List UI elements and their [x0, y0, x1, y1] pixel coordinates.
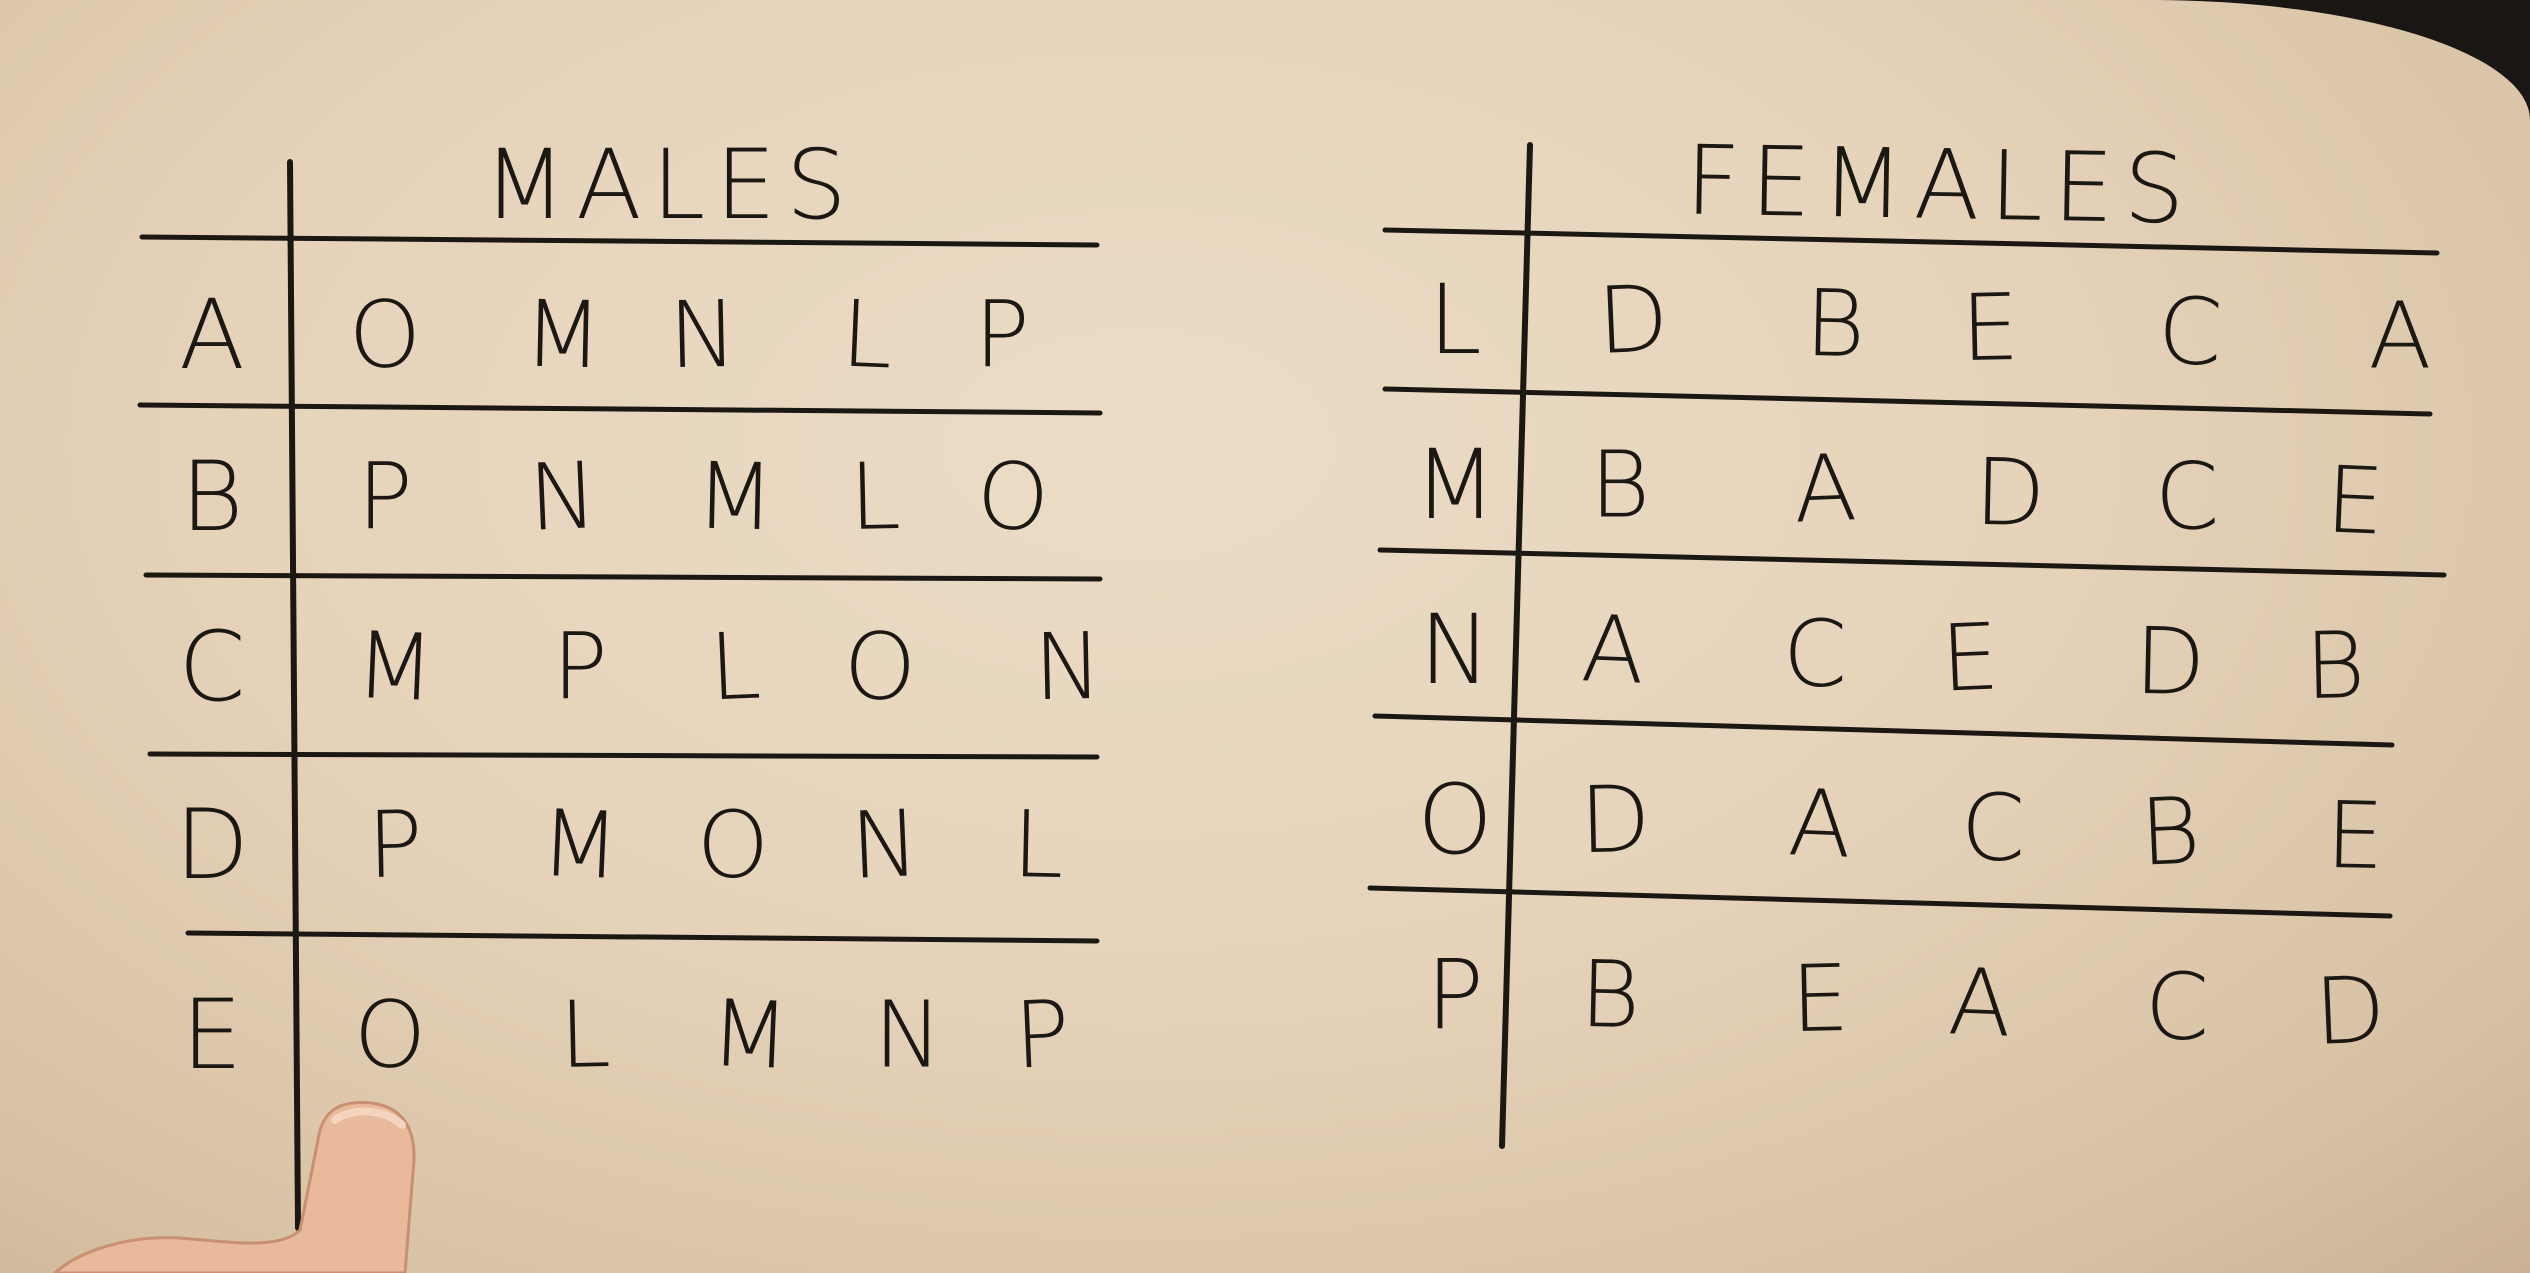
- males-preference-cell: N: [848, 790, 921, 900]
- females-preference-cell: D: [1595, 265, 1670, 375]
- males-preference-cell: N: [526, 442, 599, 552]
- males-preference-cell: L: [839, 280, 895, 389]
- males-preference-cell: M: [538, 790, 622, 900]
- males-row-label: E: [182, 979, 243, 1091]
- females-preference-cell: C: [1961, 775, 2025, 882]
- females-row-rule: [1382, 386, 2433, 417]
- males-preference-cell: M: [522, 281, 604, 390]
- females-preference-cell: C: [2154, 443, 2220, 551]
- males-row-label: B: [181, 441, 244, 553]
- females-row-rule: [1372, 713, 2395, 748]
- females-preference-cell: A: [2369, 283, 2432, 390]
- males-preference-cell: N: [874, 982, 943, 1089]
- females-preference-cell: B: [1804, 270, 1866, 378]
- males-preference-cell: M: [694, 443, 776, 552]
- females-preference-cell: B: [1579, 941, 1641, 1049]
- males-row-rule: [185, 930, 1100, 944]
- females-preference-cell: A: [1579, 595, 1646, 705]
- females-preference-cell: E: [2324, 446, 2387, 555]
- males-preference-cell: N: [667, 281, 738, 389]
- males-preference-cell: P: [357, 444, 412, 551]
- females-preference-cell: E: [1960, 274, 2020, 382]
- females-preference-cell: D: [2133, 608, 2206, 716]
- females-preference-cell: D: [1973, 439, 2046, 547]
- males-preference-cell: P: [366, 791, 424, 899]
- finger-shape: [52, 1100, 416, 1273]
- males-preference-cell: O: [975, 442, 1052, 552]
- males-row-label: D: [175, 789, 249, 901]
- females-row-rule: [1377, 547, 2447, 578]
- females-vertical-rule: [1499, 142, 1533, 1149]
- males-preference-cell: P: [974, 282, 1029, 389]
- females-preference-cell: D: [1578, 766, 1651, 874]
- females-row-label: P: [1426, 939, 1484, 1051]
- males-title: MALES: [483, 129, 857, 241]
- males-header-rule: [139, 234, 1100, 248]
- males-preference-cell: O: [697, 792, 769, 899]
- males-preference-cell: O: [843, 613, 918, 721]
- males-preference-cell: O: [347, 280, 424, 390]
- males-row-rule: [137, 402, 1103, 416]
- females-table-lines: [1367, 142, 2447, 1149]
- males-row-label: C: [178, 611, 245, 723]
- males-preference-cell: O: [353, 981, 428, 1089]
- females-preference-cell: B: [2304, 612, 2366, 720]
- females-preference-cell: E: [1939, 603, 2002, 712]
- males-preference-cell: L: [707, 612, 763, 721]
- females-preference-cell: C: [2145, 954, 2209, 1061]
- males-preference-cell: P: [552, 614, 607, 721]
- males-preference-cell: L: [558, 981, 611, 1089]
- males-row-rule: [147, 751, 1100, 760]
- males-table-lines: [137, 159, 1103, 1231]
- females-row-label: L: [1428, 264, 1481, 376]
- females-preference-cell: C: [2156, 277, 2225, 387]
- females-preference-cell: C: [1783, 601, 1847, 708]
- females-preference-cell: E: [1790, 945, 1850, 1053]
- males-vertical-rule: [287, 159, 301, 1231]
- females-preference-cell: A: [1946, 948, 2013, 1058]
- females-preference-cell: B: [2138, 777, 2203, 886]
- females-row-rule: [1367, 885, 2393, 919]
- males-row-rule: [143, 572, 1103, 582]
- males-preference-cell: M: [708, 980, 792, 1090]
- males-preference-cell: L: [848, 443, 901, 551]
- males-preference-cell: M: [353, 612, 437, 722]
- females-preference-cell: D: [2312, 956, 2387, 1066]
- males-row-label: A: [179, 279, 245, 391]
- females-row-label: M: [1414, 429, 1497, 541]
- females-header-rule: [1382, 227, 2440, 256]
- males-preference-cell: L: [1011, 791, 1064, 899]
- females-preference-cell: B: [1590, 432, 1650, 539]
- females-preference-cell: A: [1786, 769, 1853, 879]
- females-preference-cell: A: [1791, 434, 1858, 544]
- females-title: FEMALES: [1684, 125, 2195, 246]
- fingernail: [331, 1107, 406, 1129]
- females-preference-cell: E: [2325, 782, 2385, 890]
- males-preference-cell: N: [1032, 613, 1103, 721]
- females-row-label: N: [1419, 594, 1491, 706]
- females-row-label: O: [1417, 764, 1493, 876]
- males-preference-cell: P: [1012, 980, 1072, 1089]
- pointing-finger: [52, 1100, 416, 1273]
